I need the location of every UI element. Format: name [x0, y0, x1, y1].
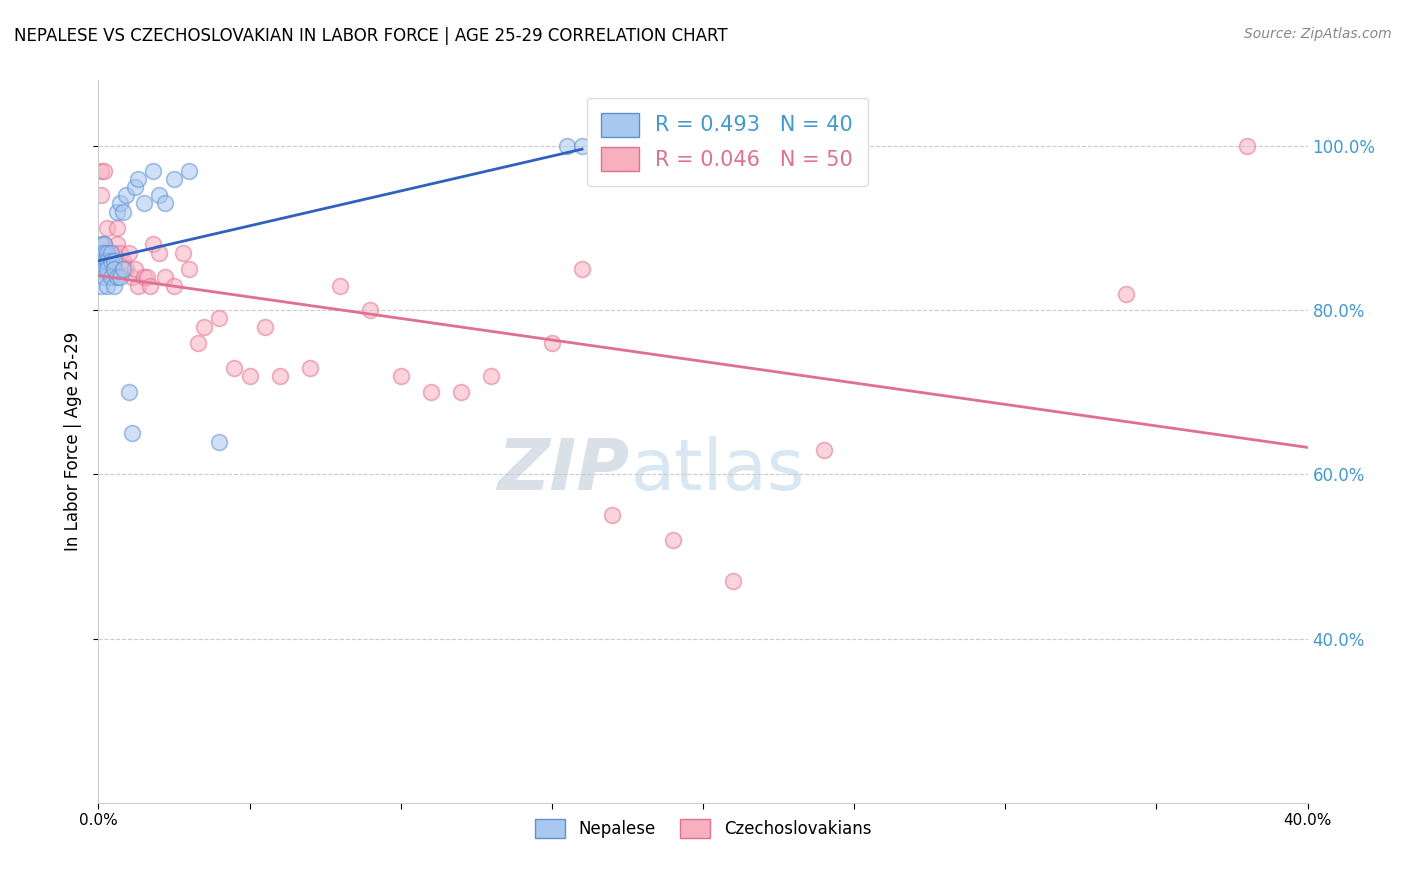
Point: [450, 385, 472, 400]
Point: [555, 139, 578, 153]
Point: [142, 237, 165, 252]
Point: [329, 278, 352, 293]
Point: [132, 196, 155, 211]
Point: [90, 245, 112, 260]
Point: [108, 270, 131, 285]
Point: [571, 139, 593, 153]
Point: [540, 336, 562, 351]
Point: [96, 253, 118, 268]
Point: [105, 221, 128, 235]
Point: [90, 278, 112, 293]
Point: [96, 245, 118, 260]
Point: [103, 262, 125, 277]
Text: atlas: atlas: [630, 436, 804, 505]
Legend: Nepalese, Czechoslovakians: Nepalese, Czechoslovakians: [529, 813, 877, 845]
Point: [121, 270, 143, 285]
Text: Source: ZipAtlas.com: Source: ZipAtlas.com: [1244, 27, 1392, 41]
Y-axis label: In Labor Force | Age 25-29: In Labor Force | Age 25-29: [65, 332, 83, 551]
Point: [105, 237, 128, 252]
Point: [93, 270, 115, 285]
Point: [127, 171, 149, 186]
Point: [103, 245, 125, 260]
Point: [105, 270, 128, 285]
Point: [100, 270, 122, 285]
Point: [1236, 139, 1258, 153]
Point: [208, 434, 231, 449]
Point: [103, 262, 125, 277]
Point: [114, 262, 136, 277]
Point: [118, 385, 141, 400]
Point: [90, 253, 112, 268]
Point: [187, 336, 209, 351]
Point: [114, 188, 136, 202]
Point: [90, 163, 112, 178]
Point: [93, 237, 115, 252]
Point: [153, 270, 176, 285]
Point: [93, 262, 115, 277]
Point: [96, 221, 118, 235]
Point: [124, 180, 146, 194]
Point: [163, 171, 186, 186]
Point: [108, 245, 131, 260]
Point: [93, 237, 115, 252]
Point: [142, 163, 165, 178]
Point: [96, 262, 118, 277]
Point: [224, 360, 246, 375]
Text: ZIP: ZIP: [498, 436, 630, 505]
Point: [253, 319, 276, 334]
Point: [420, 385, 443, 400]
Point: [100, 253, 122, 268]
Point: [239, 368, 262, 383]
Point: [90, 262, 112, 277]
Point: [90, 188, 112, 202]
Point: [193, 319, 215, 334]
Point: [723, 574, 745, 588]
Point: [108, 196, 131, 211]
Point: [93, 163, 115, 178]
Point: [360, 303, 382, 318]
Point: [96, 278, 118, 293]
Point: [124, 262, 146, 277]
Point: [389, 368, 412, 383]
Point: [148, 188, 170, 202]
Point: [179, 163, 201, 178]
Point: [127, 278, 149, 293]
Point: [100, 245, 122, 260]
Point: [111, 204, 134, 219]
Point: [163, 278, 186, 293]
Point: [1115, 286, 1137, 301]
Point: [93, 253, 115, 268]
Point: [111, 262, 134, 277]
Point: [172, 245, 194, 260]
Point: [103, 253, 125, 268]
Point: [100, 253, 122, 268]
Point: [121, 426, 143, 441]
Point: [139, 278, 162, 293]
Point: [148, 245, 170, 260]
Point: [571, 262, 593, 277]
Point: [299, 360, 322, 375]
Point: [105, 204, 128, 219]
Point: [111, 253, 134, 268]
Point: [100, 245, 122, 260]
Point: [208, 311, 231, 326]
Point: [153, 196, 176, 211]
Point: [135, 270, 157, 285]
Point: [103, 278, 125, 293]
Point: [96, 245, 118, 260]
Point: [661, 533, 683, 547]
Point: [93, 245, 115, 260]
Text: NEPALESE VS CZECHOSLOVAKIAN IN LABOR FORCE | AGE 25-29 CORRELATION CHART: NEPALESE VS CZECHOSLOVAKIAN IN LABOR FOR…: [14, 27, 728, 45]
Point: [481, 368, 503, 383]
Point: [132, 270, 155, 285]
Point: [118, 245, 141, 260]
Point: [813, 442, 835, 457]
Point: [179, 262, 201, 277]
Point: [269, 368, 291, 383]
Point: [602, 508, 624, 523]
Point: [90, 237, 112, 252]
